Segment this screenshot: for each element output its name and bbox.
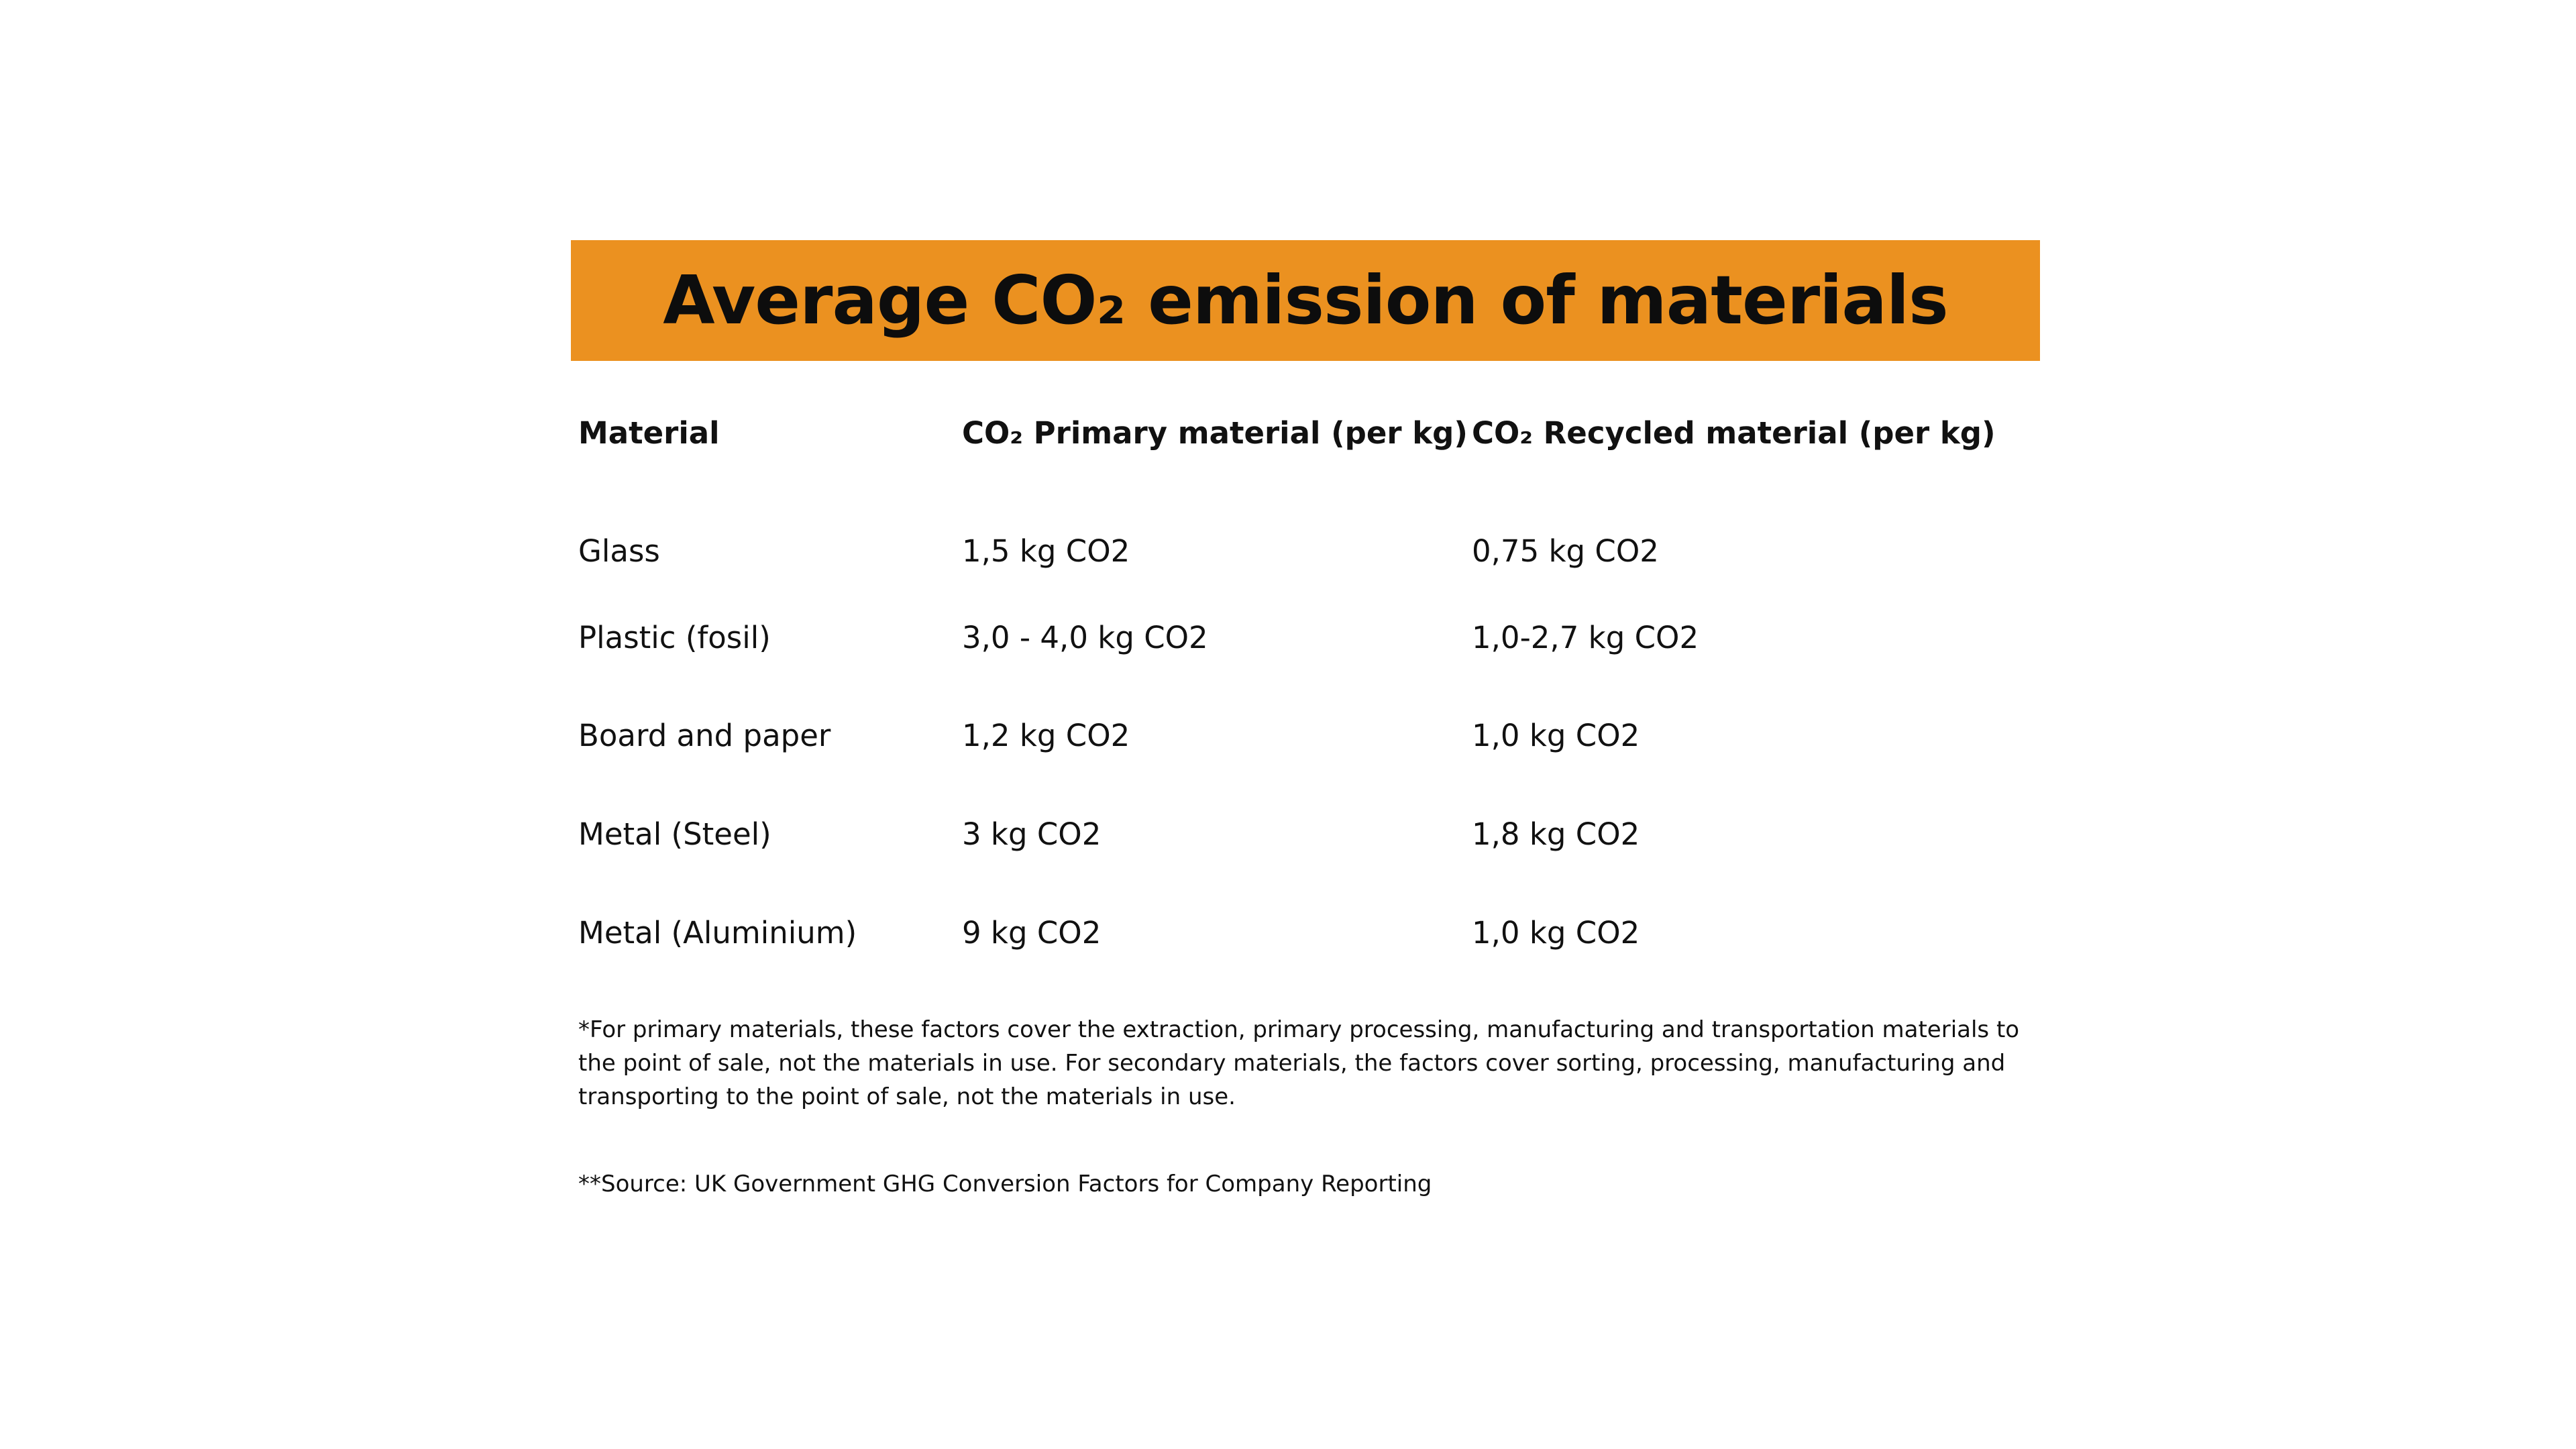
table-cell-recycled: 1,0-2,7 kg CO2 xyxy=(1472,620,1699,655)
table-cell-material: Board and paper xyxy=(578,718,831,753)
title-banner: Average CO₂ emission of materials xyxy=(571,240,2040,361)
table-cell-recycled: 0,75 kg CO2 xyxy=(1472,533,1659,569)
source-note: **Source: UK Government GHG Conversion F… xyxy=(578,1171,1432,1197)
table-cell-material: Glass xyxy=(578,533,660,569)
table-cell-material: Metal (Aluminium) xyxy=(578,915,857,951)
header-recycled: CO₂ Recycled material (per kg) xyxy=(1472,415,1996,451)
page-title: Average CO₂ emission of materials xyxy=(663,261,1948,339)
table-cell-primary: 1,2 kg CO2 xyxy=(962,718,1130,753)
table-cell-primary: 1,5 kg CO2 xyxy=(962,533,1130,569)
header-material: Material xyxy=(578,415,720,451)
table-cell-material: Metal (Steel) xyxy=(578,816,771,852)
footnote: *For primary materials, these factors co… xyxy=(578,1016,2020,1110)
table-cell-primary: 9 kg CO2 xyxy=(962,915,1102,951)
table-cell-recycled: 1,8 kg CO2 xyxy=(1472,816,1640,852)
table-cell-material: Plastic (fosil) xyxy=(578,620,771,655)
table-cell-recycled: 1,0 kg CO2 xyxy=(1472,718,1640,753)
table-cell-primary: 3,0 - 4,0 kg CO2 xyxy=(962,620,1208,655)
header-primary: CO₂ Primary material (per kg) xyxy=(962,415,1468,451)
table-cell-recycled: 1,0 kg CO2 xyxy=(1472,915,1640,951)
table-cell-primary: 3 kg CO2 xyxy=(962,816,1102,852)
